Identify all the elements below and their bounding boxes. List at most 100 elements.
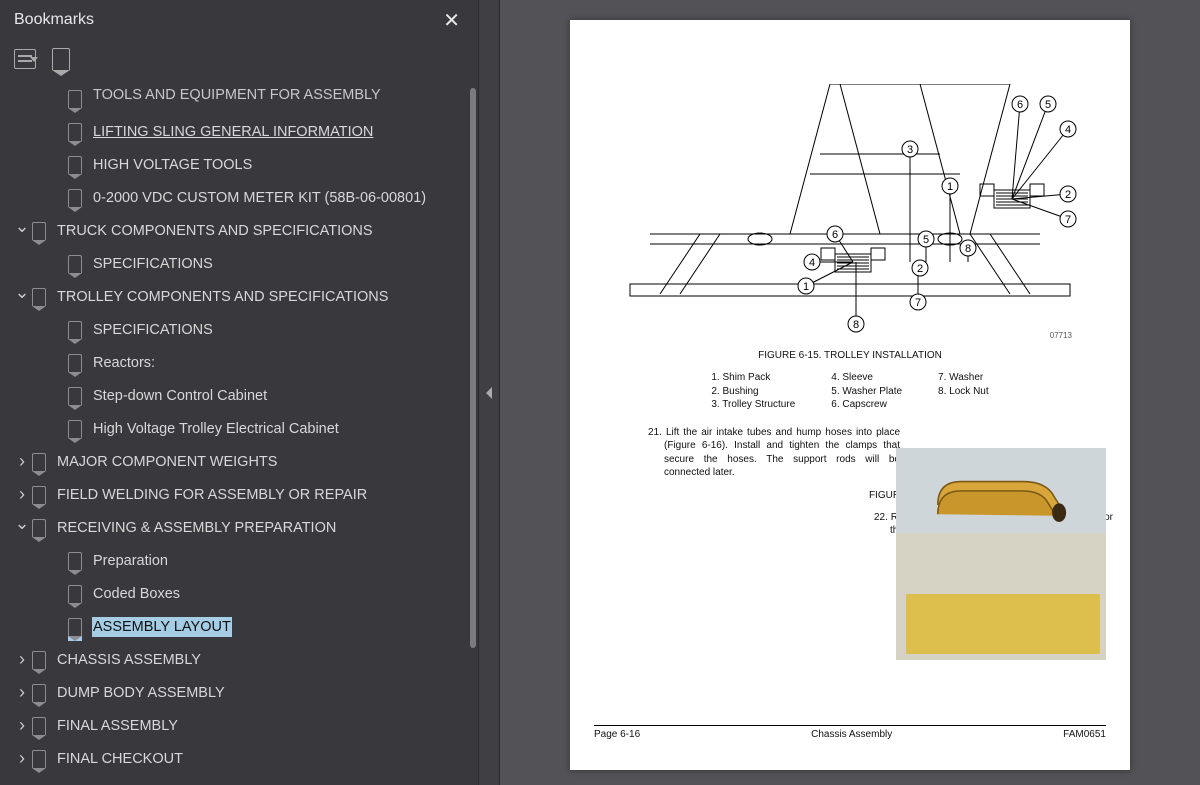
bookmark-row[interactable]: › CHASSIS ASSEMBLY [0, 643, 478, 676]
bookmark-row[interactable]: TOOLS AND EQUIPMENT FOR ASSEMBLY [0, 82, 478, 115]
bookmark-row[interactable]: Coded Boxes [0, 577, 478, 610]
close-icon[interactable]: ✕ [439, 8, 464, 33]
chevron-right-icon[interactable]: › [14, 649, 30, 670]
chevron-right-icon[interactable]: › [14, 484, 30, 505]
bookmark-row[interactable]: Reactors: [0, 346, 478, 379]
figure-id: 07713 [1050, 331, 1072, 340]
svg-text:4: 4 [809, 257, 815, 269]
svg-text:8: 8 [965, 243, 971, 255]
bookmark-row[interactable]: Step-down Control Cabinet [0, 379, 478, 412]
bookmark-icon [68, 90, 82, 108]
legend-item: 8. Lock Nut [938, 385, 989, 399]
footer-section: Chassis Assembly [811, 729, 892, 740]
legend-item: 1. Shim Pack [711, 371, 795, 385]
figure-6-15-legend: 1. Shim Pack2. Bushing3. Trolley Structu… [594, 371, 1106, 412]
bookmark-row[interactable]: › FINAL ASSEMBLY [0, 709, 478, 742]
step-21-text: Lift the air intake tubes and hump hoses… [664, 427, 900, 479]
bookmark-row[interactable]: LIFTING SLING GENERAL INFORMATION [0, 115, 478, 148]
bookmark-row[interactable]: SPECIFICATIONS [0, 247, 478, 280]
bookmark-row[interactable]: › DUMP BODY ASSEMBLY [0, 676, 478, 709]
bookmark-icon [32, 684, 46, 702]
bookmark-row[interactable]: › MAJOR COMPONENT WEIGHTS [0, 445, 478, 478]
bookmark-icon [32, 651, 46, 669]
bookmark-icon [32, 717, 46, 735]
bookmark-label: FIELD WELDING FOR ASSEMBLY OR REPAIR [57, 487, 367, 503]
chevron-down-icon[interactable]: ⌄ [14, 216, 30, 237]
legend-item: 7. Washer [938, 371, 989, 385]
svg-text:2: 2 [917, 263, 923, 275]
svg-text:2: 2 [1065, 189, 1071, 201]
svg-text:5: 5 [1045, 99, 1051, 111]
svg-text:4: 4 [1065, 124, 1071, 136]
bookmark-label: Preparation [93, 553, 168, 569]
bookmarks-sidebar: Bookmarks ✕ TOOLS AND EQUIPMENT FOR ASSE… [0, 0, 478, 785]
step-21: 21. Lift the air intake tubes and hump h… [594, 426, 900, 480]
bookmark-label: LIFTING SLING GENERAL INFORMATION [93, 124, 373, 140]
bookmark-icon [68, 255, 82, 273]
bookmark-row[interactable]: High Voltage Trolley Electrical Cabinet [0, 412, 478, 445]
svg-text:1: 1 [947, 181, 953, 193]
bookmark-row[interactable]: ⌄ TRUCK COMPONENTS AND SPECIFICATIONS [0, 214, 478, 247]
chevron-down-icon[interactable]: ⌄ [14, 513, 30, 534]
panel-divider[interactable] [478, 0, 500, 785]
bookmark-outline-icon[interactable] [52, 48, 70, 70]
chevron-down-icon[interactable]: ⌄ [14, 282, 30, 303]
step-22-num: 22. [874, 512, 888, 523]
bookmark-row[interactable]: Preparation [0, 544, 478, 577]
legend-item: 2. Bushing [711, 385, 795, 399]
list-icon [14, 49, 36, 69]
bookmark-icon [32, 750, 46, 768]
bookmark-label: Reactors: [93, 355, 155, 371]
legend-col-3: 7. Washer8. Lock Nut [938, 371, 989, 412]
bookmark-row[interactable]: › FINAL CHECKOUT [0, 742, 478, 775]
bookmark-icon [68, 321, 82, 339]
bookmark-label: 0-2000 VDC CUSTOM METER KIT (58B-06-0080… [93, 190, 426, 206]
chevron-right-icon[interactable]: › [14, 748, 30, 769]
bookmark-label: CHASSIS ASSEMBLY [57, 652, 201, 668]
legend-item: 5. Washer Plate [831, 385, 902, 399]
collapse-arrow-icon [486, 387, 492, 399]
bookmark-label: Coded Boxes [93, 586, 180, 602]
chevron-right-icon[interactable]: › [14, 451, 30, 472]
legend-item: 3. Trolley Structure [711, 398, 795, 412]
page-footer: Page 6-16 Chassis Assembly FAM0651 [594, 725, 1106, 740]
svg-text:3: 3 [907, 144, 913, 156]
bookmark-row[interactable]: ⌄ TROLLEY COMPONENTS AND SPECIFICATIONS [0, 280, 478, 313]
bookmark-label: FINAL ASSEMBLY [57, 718, 178, 734]
svg-text:1: 1 [803, 281, 809, 293]
bookmark-row[interactable]: ASSEMBLY LAYOUT [0, 610, 478, 643]
bookmark-icon [68, 387, 82, 405]
chevron-right-icon[interactable]: › [14, 682, 30, 703]
bookmark-label: TRUCK COMPONENTS AND SPECIFICATIONS [57, 223, 373, 239]
bookmark-label: SPECIFICATIONS [93, 322, 213, 338]
bookmark-row[interactable]: HIGH VOLTAGE TOOLS [0, 148, 478, 181]
svg-text:7: 7 [1065, 214, 1071, 226]
bookmark-row[interactable]: ⌄RECEIVING & ASSEMBLY PREPARATION [0, 511, 478, 544]
svg-text:8: 8 [853, 319, 859, 331]
bookmark-row[interactable]: 0-2000 VDC CUSTOM METER KIT (58B-06-0080… [0, 181, 478, 214]
document-viewport[interactable]: 365427186541278 07713 FIGURE 6-15. TROLL… [500, 0, 1200, 785]
bookmark-label: MAJOR COMPONENT WEIGHTS [57, 454, 277, 470]
svg-text:5: 5 [923, 234, 929, 246]
view-options-button[interactable] [14, 49, 38, 69]
bookmark-icon [68, 354, 82, 372]
bookmark-label: FINAL CHECKOUT [57, 751, 183, 767]
chevron-right-icon[interactable]: › [14, 715, 30, 736]
sidebar-header: Bookmarks ✕ [0, 0, 478, 40]
scrollbar[interactable] [470, 88, 476, 648]
legend-col-1: 1. Shim Pack2. Bushing3. Trolley Structu… [711, 371, 795, 412]
figure-6-15-diagram: 365427186541278 07713 [620, 84, 1080, 344]
figure-6-15-title: FIGURE 6-15. TROLLEY INSTALLATION [594, 350, 1106, 361]
legend-item: 4. Sleeve [831, 371, 902, 385]
svg-text:7: 7 [915, 297, 921, 309]
bookmark-label: TROLLEY COMPONENTS AND SPECIFICATIONS [57, 289, 388, 305]
bookmark-label: SPECIFICATIONS [93, 256, 213, 272]
bookmark-row[interactable]: SPECIFICATIONS [0, 313, 478, 346]
bookmark-label: DUMP BODY ASSEMBLY [57, 685, 225, 701]
bookmark-icon [32, 453, 46, 471]
figure-6-16-photo [896, 448, 1106, 660]
bookmark-tree: TOOLS AND EQUIPMENT FOR ASSEMBLY LIFTING … [0, 80, 478, 785]
bookmark-row[interactable]: › FIELD WELDING FOR ASSEMBLY OR REPAIR [0, 478, 478, 511]
footer-page-num: Page 6-16 [594, 729, 640, 740]
svg-text:6: 6 [1017, 99, 1023, 111]
